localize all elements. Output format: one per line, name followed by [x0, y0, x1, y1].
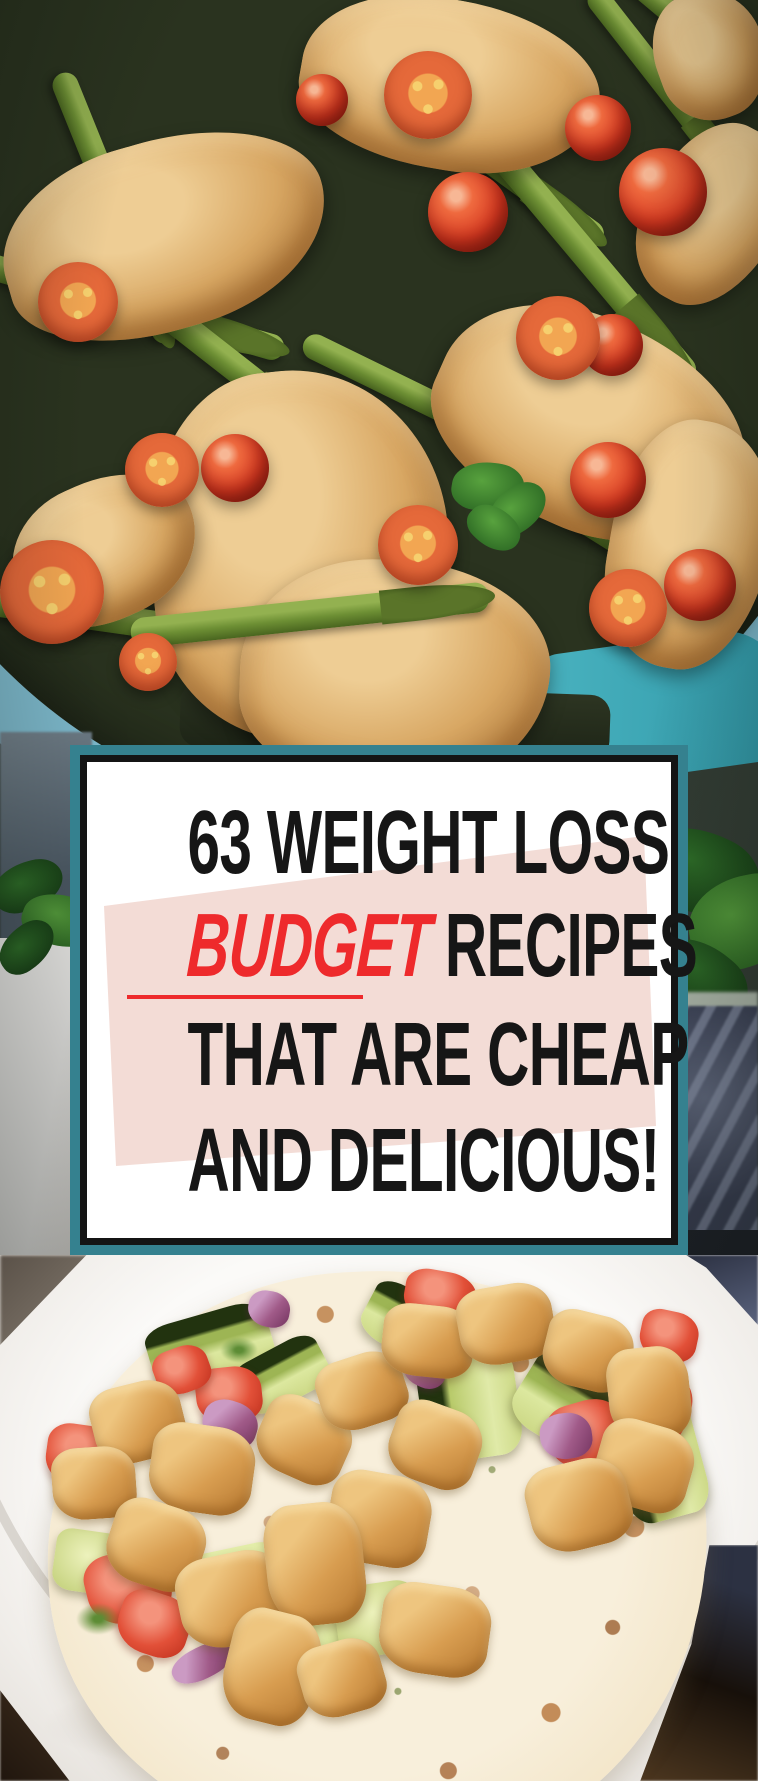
tomato-half [378, 505, 458, 585]
headline-recipes-word: RECIPES [444, 896, 698, 996]
tomato-half [384, 51, 472, 139]
headline-line-4: AND DELICIOUS! [187, 1111, 661, 1211]
tomato-half [125, 433, 199, 507]
cherry-tomato [619, 148, 707, 236]
cherry-tomato [565, 95, 631, 161]
headline-line-2: BUDGET RECIPES [184, 896, 698, 996]
budget-underline [127, 995, 363, 999]
headline-budget-word: BUDGET [184, 896, 434, 996]
headline-line-3: THAT ARE CHEAP [187, 1005, 690, 1105]
cherry-tomato [201, 434, 269, 502]
tomato-half [119, 633, 177, 691]
cherry-tomato [428, 172, 508, 252]
cherry-tomato [296, 74, 348, 126]
tomato-half [0, 540, 104, 644]
cherry-tomato [664, 549, 736, 621]
headline-line-1: 63 WEIGHT LOSS [187, 793, 670, 893]
dill-sprig [76, 1603, 120, 1635]
tomato-half [516, 296, 600, 380]
dill-sprig [220, 1337, 258, 1363]
tomato-half [589, 569, 667, 647]
cherry-tomato [570, 442, 646, 518]
bottom-photo-tortilla [0, 1255, 758, 1781]
tomato-half [38, 262, 118, 342]
